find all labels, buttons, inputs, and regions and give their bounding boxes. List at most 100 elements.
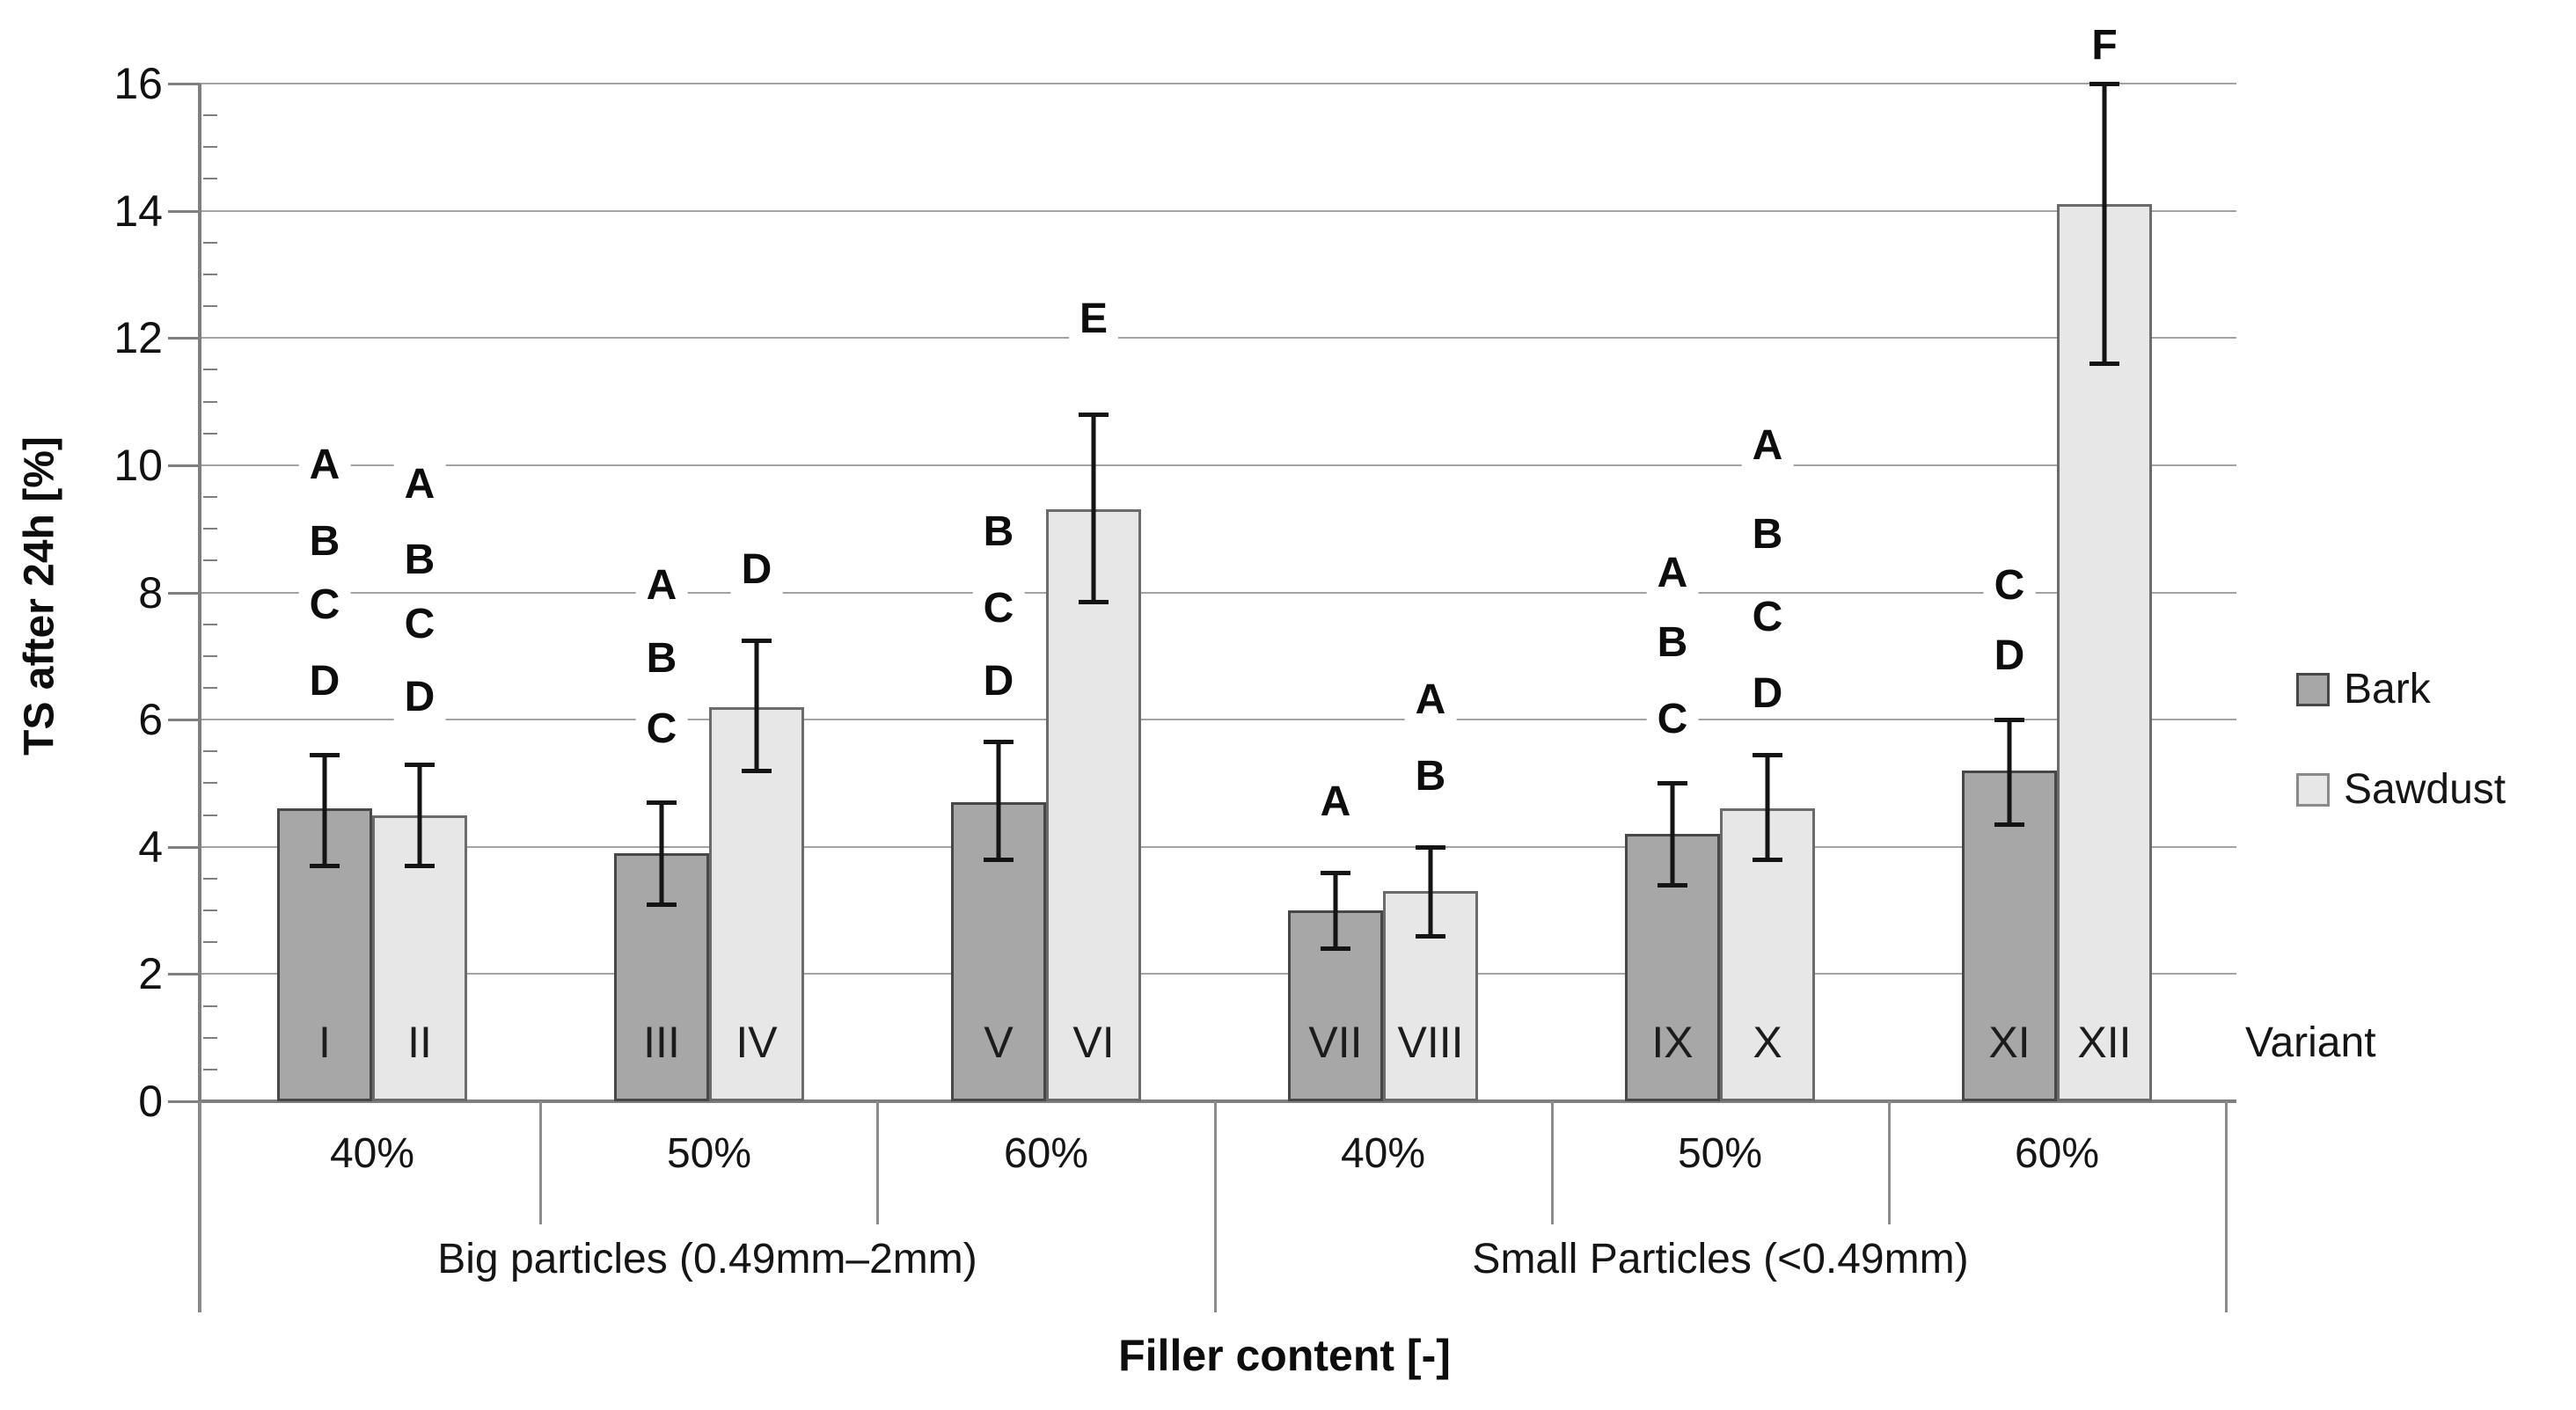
- error-bar: [2102, 84, 2107, 364]
- error-bar: [1765, 754, 1770, 860]
- error-bar-cap: [984, 740, 1014, 745]
- y-minor-tick: [203, 528, 217, 530]
- legend-item-bark: Bark: [2296, 668, 2506, 711]
- gridline: [200, 209, 2236, 212]
- y-minor-tick: [203, 241, 217, 244]
- significance-letter: C: [972, 584, 1025, 632]
- significance-letter: C: [1741, 594, 1794, 642]
- error-bar-cap: [742, 768, 772, 773]
- error-bar: [659, 802, 664, 904]
- error-bar-cap: [310, 864, 340, 869]
- error-bar-cap: [984, 858, 1014, 863]
- significance-letter: B: [393, 537, 446, 585]
- error-bar-cap: [405, 864, 435, 869]
- gridline: [200, 337, 2236, 340]
- significance-letter: B: [972, 508, 1025, 556]
- gridline: [200, 973, 2236, 975]
- error-bar: [1333, 872, 1338, 949]
- significance-letter: A: [1646, 549, 1699, 597]
- error-bar-cap: [310, 752, 340, 757]
- y-major-tick: [168, 209, 200, 213]
- variant-number-label: X: [1753, 1018, 1782, 1067]
- significance-letter: D: [972, 657, 1025, 705]
- significance-letter: C: [393, 600, 446, 648]
- y-tick-label: 14: [113, 186, 163, 236]
- y-minor-tick: [203, 305, 217, 308]
- significance-letter: C: [1646, 696, 1699, 744]
- error-bar-cap: [647, 902, 677, 907]
- significance-letter: C: [1983, 562, 2036, 610]
- error-bar-cap: [1994, 822, 2024, 828]
- bar-variant-VI: [1046, 509, 1141, 1101]
- y-minor-tick: [203, 273, 217, 275]
- y-minor-tick: [203, 178, 217, 180]
- variant-number-label: VI: [1072, 1018, 1115, 1067]
- error-bar-cap: [1994, 718, 2024, 723]
- significance-letter: B: [635, 635, 688, 683]
- y-tick-label: 16: [113, 59, 163, 108]
- y-minor-tick: [203, 496, 217, 499]
- legend-label: Sawdust: [2344, 766, 2506, 813]
- error-bar: [417, 763, 422, 866]
- significance-letter: F: [2081, 21, 2128, 69]
- y-minor-tick: [203, 1036, 217, 1039]
- significance-letter: D: [393, 673, 446, 721]
- error-bar-cap: [1321, 946, 1350, 952]
- significance-letter: C: [298, 581, 351, 629]
- variant-number-label: XII: [2077, 1018, 2132, 1067]
- error-bar-cap: [405, 762, 435, 767]
- y-minor-tick: [203, 877, 217, 880]
- variant-number-label: I: [318, 1018, 331, 1067]
- y-major-tick: [168, 719, 200, 722]
- y-minor-tick: [203, 686, 217, 689]
- y-major-tick: [168, 973, 200, 976]
- gridline: [200, 83, 2236, 84]
- y-minor-tick: [203, 1005, 217, 1007]
- significance-letter: A: [1741, 422, 1794, 471]
- x-axis-line: [200, 1100, 2236, 1103]
- y-tick-label: 0: [138, 1077, 163, 1126]
- sawdust-swatch-icon: [2296, 773, 2330, 807]
- filler-content-label: 40%: [1340, 1130, 1426, 1177]
- subgroup-boundary-line: [539, 1101, 542, 1224]
- error-bar: [2007, 720, 2012, 825]
- variant-number-label: II: [407, 1018, 432, 1067]
- significance-letter: A: [635, 562, 688, 610]
- bar-variant-II: [372, 815, 467, 1101]
- y-tick-label: 6: [138, 695, 163, 745]
- significance-letter: D: [1741, 670, 1794, 719]
- error-bar: [322, 754, 327, 866]
- error-bar-cap: [1079, 413, 1109, 418]
- y-minor-tick: [203, 750, 217, 753]
- filler-content-label: 40%: [329, 1130, 415, 1177]
- error-bar-cap: [2089, 82, 2119, 86]
- significance-letter: A: [1309, 778, 1362, 827]
- error-bar-cap: [647, 800, 677, 806]
- group-label-big-particles: Big particles (0.49mm–2mm): [437, 1236, 977, 1282]
- error-bar-cap: [1658, 883, 1687, 888]
- y-minor-tick: [203, 400, 217, 403]
- gridline: [200, 845, 2236, 848]
- y-minor-tick: [203, 910, 217, 912]
- variant-number-label: VII: [1308, 1018, 1363, 1067]
- significance-letter: E: [1068, 295, 1119, 343]
- y-minor-tick: [203, 559, 217, 562]
- x-axis-title: Filler content [-]: [1118, 1331, 1451, 1380]
- y-tick-label: 12: [113, 313, 163, 363]
- error-bar: [1670, 783, 1675, 886]
- error-bar-cap: [1416, 933, 1445, 939]
- error-bar-cap: [1416, 844, 1445, 850]
- variant-number-label: IV: [735, 1018, 778, 1067]
- y-minor-tick: [203, 146, 217, 149]
- error-bar: [1428, 846, 1433, 936]
- gridline: [200, 591, 2236, 594]
- y-tick-label: 8: [138, 567, 163, 617]
- y-minor-tick: [203, 814, 217, 816]
- y-axis-line: [198, 84, 201, 1312]
- significance-letter: D: [298, 657, 351, 705]
- significance-letter: A: [298, 441, 351, 489]
- error-bar-cap: [2089, 362, 2119, 367]
- legend-label: Bark: [2344, 666, 2431, 712]
- error-bar-cap: [1079, 600, 1109, 605]
